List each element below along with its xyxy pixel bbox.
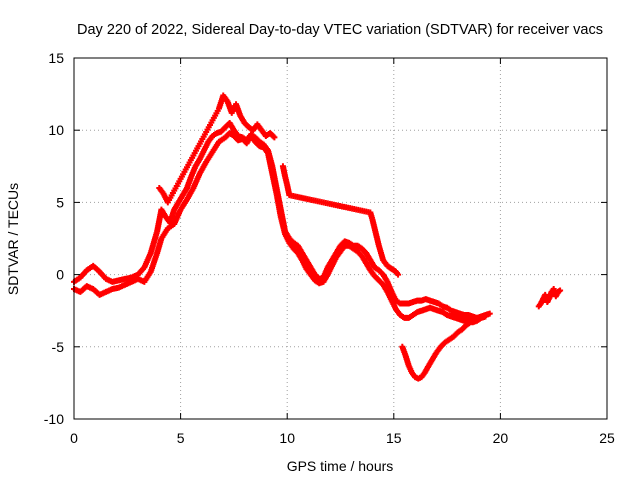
data-point [271,134,278,141]
data-point [395,271,402,278]
x-tick-label: 15 [386,430,402,446]
y-tick-label: 0 [56,267,64,283]
chart-title: Day 220 of 2022, Sidereal Day-to-day VTE… [77,22,603,38]
series-track-peak-spikes [156,92,278,206]
series-track-dip [399,313,487,382]
x-tick-label: 0 [70,430,78,446]
grid-lines [74,58,607,419]
x-tick-label: 20 [493,430,509,446]
y-axis-label: SDTVAR / TECUs [5,183,21,295]
x-tick-label: 5 [177,430,185,446]
axis-ticks: 0 5 10 15 20 25 -10 -5 0 5 10 15 [44,50,615,446]
x-tick-label: 10 [279,430,295,446]
data-point [557,287,564,294]
y-tick-label: 15 [48,50,64,66]
x-axis-label: GPS time / hours [287,458,394,474]
data-point [486,310,493,317]
y-tick-label: -5 [52,339,65,355]
data-point [480,313,487,320]
series-track-late [535,286,564,310]
y-tick-label: -10 [44,411,64,427]
y-tick-label: 5 [56,194,64,210]
x-tick-label: 25 [599,430,615,446]
plot-frame [73,57,608,420]
y-tick-label: 10 [48,122,64,138]
data-series [71,92,564,382]
series-track-secondary [279,163,402,278]
series-track-main-lower [71,130,489,326]
